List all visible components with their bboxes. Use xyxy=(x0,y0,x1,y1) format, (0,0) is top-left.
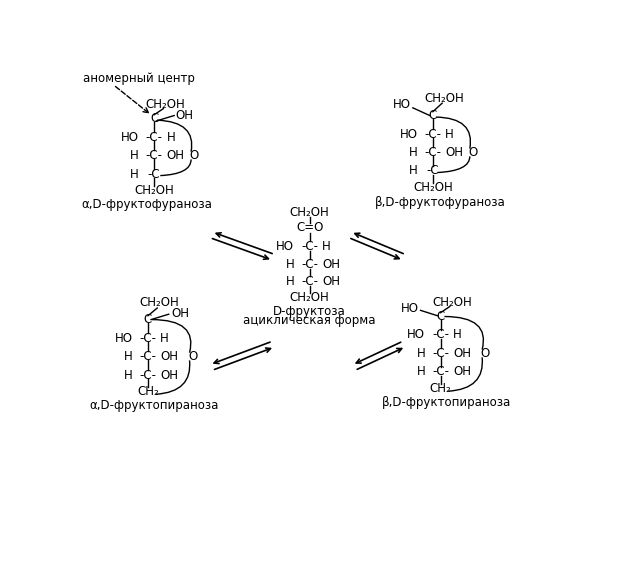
Text: OH: OH xyxy=(445,146,463,159)
Text: -C-: -C- xyxy=(432,328,449,341)
Text: H: H xyxy=(445,128,454,141)
Text: CH₂OH: CH₂OH xyxy=(424,92,464,105)
Text: O: O xyxy=(189,149,199,162)
Text: -C: -C xyxy=(426,164,439,177)
Text: CH₂OH: CH₂OH xyxy=(290,206,329,219)
Text: CH₂OH: CH₂OH xyxy=(135,185,174,198)
Text: HO: HO xyxy=(276,240,294,253)
Text: OH: OH xyxy=(160,368,178,381)
Text: CH₂OH: CH₂OH xyxy=(139,296,180,309)
Text: -C-: -C- xyxy=(424,146,441,159)
Text: OH: OH xyxy=(322,258,340,271)
Text: HO: HO xyxy=(399,128,418,141)
Text: -C-: -C- xyxy=(301,240,318,253)
Text: OH: OH xyxy=(171,307,189,320)
Text: HO: HO xyxy=(121,131,139,144)
Text: H: H xyxy=(408,164,418,177)
Text: CH₂OH: CH₂OH xyxy=(413,181,453,194)
Text: C: C xyxy=(150,112,158,125)
Text: H: H xyxy=(124,368,133,381)
Text: CH₂: CH₂ xyxy=(429,383,452,396)
Text: H: H xyxy=(167,131,175,144)
Text: -C-: -C- xyxy=(139,350,157,363)
Text: α,D-фруктофураноза: α,D-фруктофураноза xyxy=(81,198,212,211)
Text: C: C xyxy=(436,310,445,323)
Text: аномерный центр: аномерный центр xyxy=(83,72,194,85)
Text: -C-: -C- xyxy=(146,149,163,162)
Text: H: H xyxy=(124,350,133,363)
Text: H: H xyxy=(286,275,294,288)
Text: H: H xyxy=(286,258,294,271)
Text: OH: OH xyxy=(453,366,471,379)
Text: -C-: -C- xyxy=(139,368,157,381)
Text: O: O xyxy=(481,347,490,360)
Text: O: O xyxy=(468,146,478,159)
Text: OH: OH xyxy=(176,109,194,122)
Text: OH: OH xyxy=(453,347,471,360)
Text: HO: HO xyxy=(407,328,425,341)
Text: -C-: -C- xyxy=(139,332,157,345)
Text: H: H xyxy=(160,332,169,345)
Text: CH₂OH: CH₂OH xyxy=(290,291,329,304)
Text: H: H xyxy=(408,146,418,159)
Text: -C-: -C- xyxy=(301,258,318,271)
Text: C: C xyxy=(144,313,152,326)
Text: HO: HO xyxy=(401,302,419,315)
Text: CH₂OH: CH₂OH xyxy=(145,98,184,111)
Text: β,D-фруктофураноза: β,D-фруктофураноза xyxy=(375,196,506,209)
Text: α,D-фруктопираноза: α,D-фруктопираноза xyxy=(89,399,219,412)
Text: H: H xyxy=(416,347,425,360)
Text: HO: HO xyxy=(115,332,133,345)
Text: -C-: -C- xyxy=(432,366,449,379)
Text: H: H xyxy=(130,149,139,162)
Text: OH: OH xyxy=(322,275,340,288)
Text: D-фруктоза: D-фруктоза xyxy=(273,305,346,318)
Text: C: C xyxy=(429,109,437,122)
Text: H: H xyxy=(416,366,425,379)
Text: H: H xyxy=(322,240,331,253)
Text: O: O xyxy=(188,350,197,363)
Text: -C-: -C- xyxy=(301,275,318,288)
Text: -C-: -C- xyxy=(432,347,449,360)
Text: C=O: C=O xyxy=(296,221,323,234)
Text: CH₂: CH₂ xyxy=(137,385,159,398)
Text: H: H xyxy=(453,328,462,341)
Text: H: H xyxy=(130,168,139,181)
Text: -C-: -C- xyxy=(424,128,441,141)
Text: OH: OH xyxy=(167,149,184,162)
Text: CH₂OH: CH₂OH xyxy=(433,296,472,309)
Text: β,D-фруктопираноза: β,D-фруктопираноза xyxy=(382,396,511,409)
Text: -C: -C xyxy=(148,168,160,181)
Text: ациклическая форма: ациклическая форма xyxy=(244,314,376,327)
Text: -C-: -C- xyxy=(146,131,163,144)
Text: HO: HO xyxy=(393,98,412,111)
Text: OH: OH xyxy=(160,350,178,363)
